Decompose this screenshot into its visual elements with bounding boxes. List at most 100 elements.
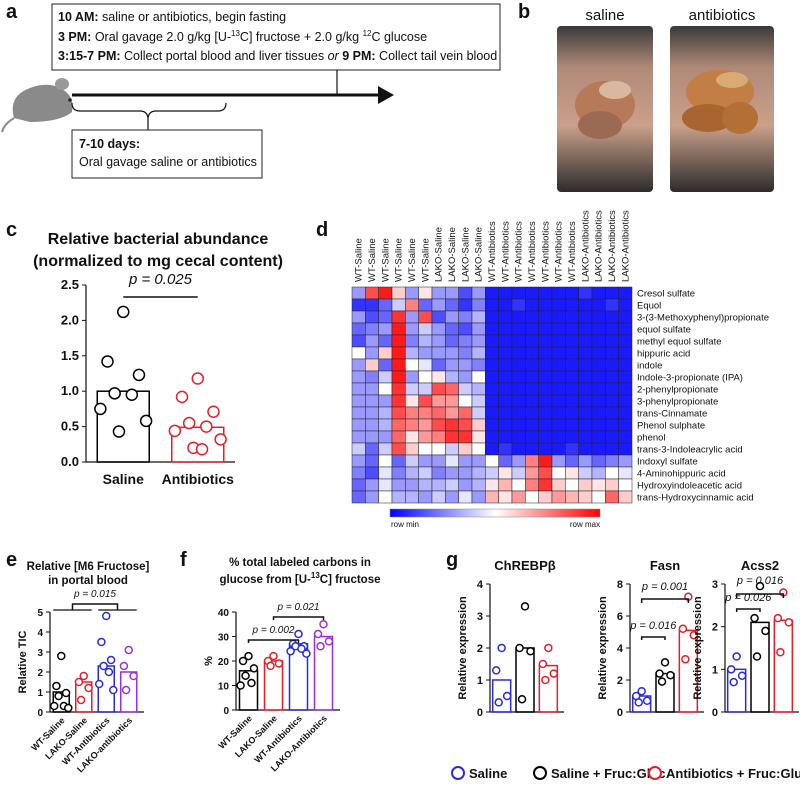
y-tick-label: 0.5: [61, 419, 79, 434]
p-value: p = 0.001: [641, 581, 688, 593]
heatmap-cell: [365, 370, 379, 384]
heatmap-cell: [351, 406, 366, 420]
heatmap-cell: [591, 394, 606, 408]
heatmap-cell: [618, 358, 633, 372]
y-tick-label: 6: [617, 611, 623, 623]
time: 3:15-7 PM:: [58, 49, 121, 63]
y-tick-label: 2: [477, 643, 483, 655]
column-label: LAKO-Antibiotics: [594, 210, 605, 282]
data-point: [132, 368, 146, 382]
heatmap-cell: [485, 490, 499, 504]
heatmap-cell: [458, 478, 473, 492]
heatmap-cell: [365, 322, 379, 336]
heatmap-cell: [498, 478, 513, 492]
row-label: trans-Hydroxycinnamic acid: [637, 493, 754, 504]
legend-marker: [451, 766, 465, 780]
heatmap-cell: [511, 346, 526, 360]
y-tick-label: 40: [218, 608, 230, 619]
heatmap-cell: [471, 310, 486, 324]
heatmap-cell: [485, 466, 499, 480]
heatmap-cell: [578, 382, 593, 396]
heatmap-cell: [471, 454, 486, 468]
heatmap-cell: [365, 358, 379, 372]
heatmap-cell: [618, 310, 633, 324]
legend-marker: [648, 766, 662, 780]
data-point: [195, 443, 209, 456]
data-point: [634, 698, 643, 707]
data-point: [761, 626, 770, 636]
row-label: trans-Cinnamate: [637, 409, 707, 420]
heatmap-cell: [511, 442, 526, 456]
x-tick-label: Saline: [103, 471, 144, 487]
brace: [71, 102, 227, 119]
heatmap-cell: [418, 394, 433, 408]
heatmap-cell: [418, 490, 433, 504]
data-point: [752, 652, 762, 661]
data-point: [494, 698, 503, 707]
heatmap-cell: [365, 286, 379, 300]
data-point: [732, 652, 741, 661]
data-point: [121, 685, 131, 695]
heatmap-cell: [565, 406, 579, 420]
y-tick-label: 8: [617, 579, 623, 591]
heatmap-cell: [618, 406, 633, 420]
data-point: [57, 651, 66, 661]
heatmap-cell: [445, 358, 459, 372]
heatmap-cell: [418, 454, 433, 468]
data-point: [106, 655, 116, 665]
heatmap-cell: [578, 478, 593, 492]
data-point: [302, 649, 311, 658]
heatmap-cell: [351, 430, 366, 444]
heatmap-cell: [551, 382, 566, 396]
heatmap-cell: [351, 478, 366, 492]
heatmap-cell: [538, 478, 553, 492]
heatmap-cell: [485, 394, 499, 408]
data-point: [49, 701, 59, 711]
data-point: [104, 667, 114, 677]
heatmap-cell: [378, 454, 393, 468]
heatmap-cell: [445, 298, 459, 312]
heatmap-cell: [525, 490, 539, 504]
bar: [631, 695, 652, 713]
data-point: [657, 677, 667, 686]
heatmap-cell: [431, 430, 446, 444]
heatmap-cell: [405, 478, 419, 492]
data-point: [94, 679, 104, 689]
heatmap-cell: [445, 310, 459, 324]
heatmap-cell: [405, 418, 419, 432]
heatmap-cell: [551, 466, 566, 480]
column-label: WT-Antibiotics: [527, 221, 538, 282]
heatmap-cell: [445, 418, 459, 432]
heatmap-cell: [405, 334, 419, 348]
heatmap-cell: [498, 370, 513, 384]
heatmap-cell: [471, 382, 486, 396]
y-tick-label: 0: [37, 708, 43, 719]
heatmap-cell: [418, 310, 433, 324]
heatmap-cell: [578, 454, 593, 468]
heatmap-cell: [418, 346, 433, 360]
heatmap-cell: [351, 286, 366, 300]
heatmap-cell: [365, 490, 379, 504]
y-axis-label: Relative expression: [597, 596, 609, 700]
heatmap-cell: [591, 310, 606, 324]
heatmap-cell: [405, 466, 419, 480]
heatmap-cell: [525, 298, 539, 312]
heatmap-cell: [471, 298, 486, 312]
heatmap-cell: [618, 382, 633, 396]
significance-bracket: [272, 616, 325, 620]
heatmap-cell: [551, 478, 566, 492]
data-point: [97, 637, 106, 647]
heatmap-cell: [471, 394, 486, 408]
heatmap-cell: [351, 466, 366, 480]
panel-label: f: [180, 549, 187, 571]
y-tick-label: 2: [37, 668, 43, 679]
heatmap-cell: [365, 442, 379, 456]
heatmap-cell: [511, 478, 526, 492]
column-label: WT-Antibiotics: [500, 221, 511, 282]
heatmap-cell: [431, 394, 446, 408]
data-point: [94, 402, 107, 416]
step: or: [328, 49, 340, 63]
heatmap-cell: [538, 322, 553, 336]
heatmap-cell: [365, 382, 379, 396]
column-label: LAKO-Saline: [460, 227, 471, 282]
